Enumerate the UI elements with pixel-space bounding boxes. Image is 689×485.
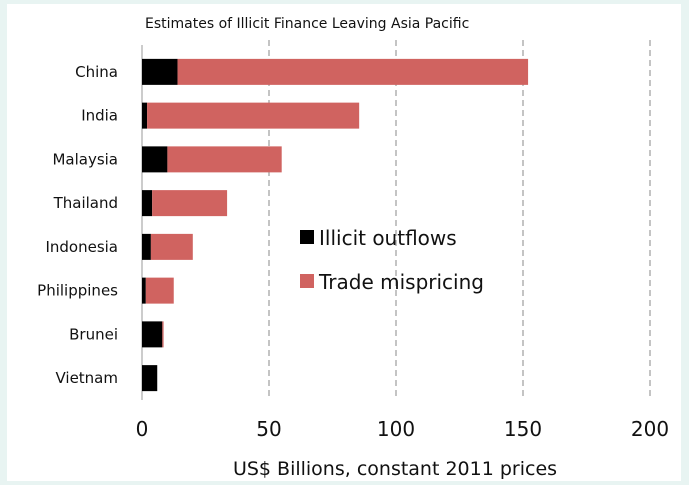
category-label: Vietnam: [55, 369, 118, 387]
tick-labels: 0 50 100 150 200: [136, 417, 669, 441]
bars: [142, 58, 529, 392]
bar-illicit-outflows-philippines: [142, 277, 146, 304]
bar-illicit-outflows-malaysia: [142, 146, 168, 173]
x-tick-label: 200: [631, 417, 669, 441]
x-axis-title: US$ Billions, constant 2011 prices: [233, 458, 557, 480]
bar-trade-mispricing-malaysia: [167, 146, 282, 173]
bar-illicit-outflows-indonesia: [142, 233, 151, 260]
category-label: Brunei: [69, 325, 118, 343]
legend-label: Trade mispricing: [318, 270, 484, 294]
bar-trade-mispricing-brunei: [162, 321, 164, 348]
category-label: Philippines: [37, 282, 118, 300]
bar-illicit-outflows-china: [142, 58, 178, 85]
bar-illicit-outflows-vietnam: [142, 365, 158, 392]
x-tick-label: 0: [136, 417, 149, 441]
bar-illicit-outflows-thailand: [142, 190, 153, 217]
bar-trade-mispricing-indonesia: [150, 233, 193, 260]
legend-label: Illicit outflows: [319, 226, 457, 250]
category-label: China: [75, 63, 118, 81]
bar-trade-mispricing-china: [177, 58, 529, 85]
bar-illicit-outflows-india: [142, 102, 148, 129]
category-label: Indonesia: [45, 238, 118, 256]
bar-trade-mispricing-india: [147, 102, 360, 129]
category-label: India: [81, 107, 118, 125]
x-tick-label: 100: [377, 417, 415, 441]
chart-title: Estimates of Illicit Finance Leaving Asi…: [145, 16, 470, 32]
category-label: Malaysia: [52, 150, 118, 168]
x-tick-label: 150: [504, 417, 542, 441]
bar-trade-mispricing-thailand: [152, 190, 228, 217]
category-label: Thailand: [53, 194, 118, 212]
legend-swatch: [300, 274, 314, 288]
grid-lines: [141, 40, 651, 400]
legend: Illicit outflows Trade mispricing: [300, 226, 484, 294]
bar-trade-mispricing-philippines: [145, 277, 174, 304]
legend-swatch: [300, 230, 314, 244]
bar-illicit-outflows-brunei: [142, 321, 163, 348]
x-tick-label: 50: [256, 417, 281, 441]
category-labels: China India Malaysia Thailand Indonesia Phili…: [37, 63, 118, 387]
